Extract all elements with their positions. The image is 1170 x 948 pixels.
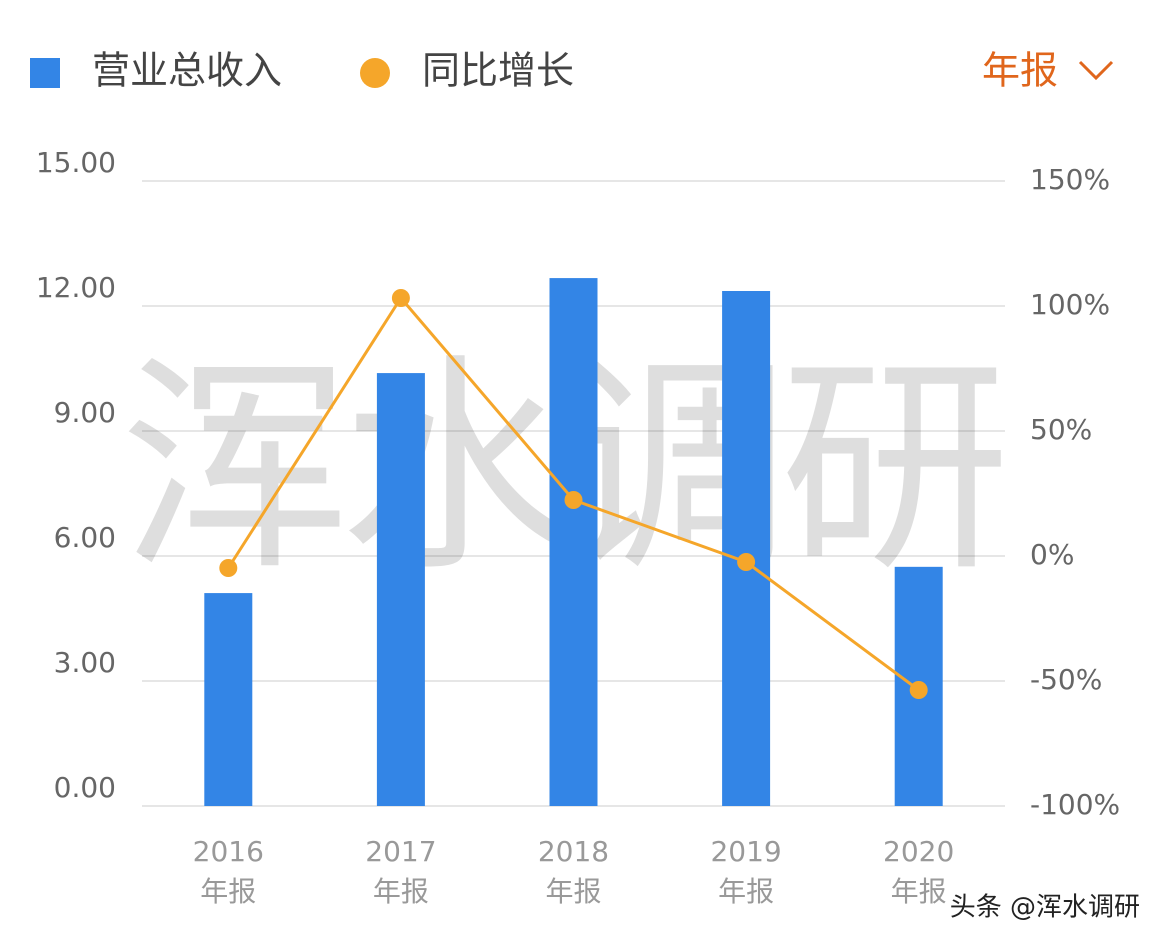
x-tick-label: 2018 年报 bbox=[537, 835, 610, 908]
line-point bbox=[909, 681, 928, 699]
period-label[interactable]: 年报 bbox=[982, 49, 1058, 93]
y2-tick-label: 0% bbox=[1030, 538, 1074, 571]
legend-swatch bbox=[360, 58, 390, 88]
y2-tick-label: 100% bbox=[1030, 288, 1110, 321]
chevron[interactable] bbox=[1078, 60, 1114, 81]
x-tick-label: 2019 年报 bbox=[710, 835, 782, 908]
period-selector[interactable]: 年报 bbox=[982, 49, 1114, 93]
x-tick-label: 2017 年报 bbox=[365, 835, 437, 908]
y-tick-label: 0.00 bbox=[54, 771, 116, 804]
y2-tick-label: -50% bbox=[1030, 663, 1102, 696]
y2-tick-label: -100% bbox=[1030, 788, 1120, 821]
bar bbox=[376, 373, 425, 806]
bar bbox=[549, 278, 598, 806]
legend-label: 营业总收入 bbox=[92, 49, 282, 93]
line-point bbox=[564, 491, 583, 509]
line-point bbox=[391, 289, 410, 307]
y2-tick-label: 50% bbox=[1030, 413, 1092, 446]
line-point bbox=[737, 553, 756, 571]
x-tick-label: 2020 年报 bbox=[883, 835, 955, 908]
legend-label: 同比增长 bbox=[422, 49, 574, 93]
line-point bbox=[219, 559, 238, 577]
y2-tick-label: 150% bbox=[1030, 163, 1110, 196]
y-tick-label: 3.00 bbox=[54, 646, 116, 679]
legend-swatch bbox=[30, 58, 60, 88]
y-tick-label: 9.00 bbox=[54, 396, 116, 429]
bar bbox=[722, 291, 771, 806]
source-mark: 头条 @浑水调研 bbox=[950, 893, 1140, 923]
y-tick-label: 12.00 bbox=[36, 271, 116, 304]
x-tick-label: 2016 年报 bbox=[192, 835, 264, 908]
y-tick-label: 15.00 bbox=[36, 146, 116, 179]
y-tick-label: 6.00 bbox=[54, 521, 116, 554]
bar bbox=[204, 593, 253, 806]
